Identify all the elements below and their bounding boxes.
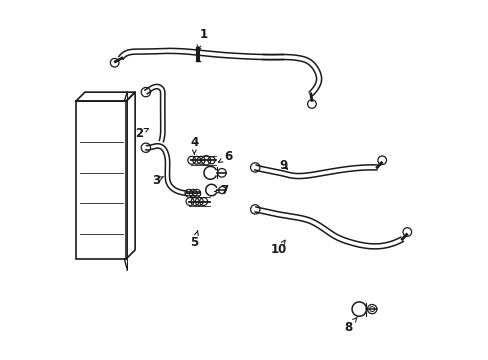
Text: 2: 2 — [134, 127, 148, 140]
Text: 5: 5 — [190, 231, 198, 249]
Text: 8: 8 — [344, 317, 357, 333]
Text: 4: 4 — [190, 136, 198, 154]
Text: 3: 3 — [152, 174, 163, 186]
Text: 6: 6 — [218, 150, 232, 163]
Text: 9: 9 — [279, 159, 287, 172]
Text: 10: 10 — [270, 240, 286, 256]
Text: 1: 1 — [197, 28, 207, 49]
Text: 7: 7 — [214, 184, 228, 197]
